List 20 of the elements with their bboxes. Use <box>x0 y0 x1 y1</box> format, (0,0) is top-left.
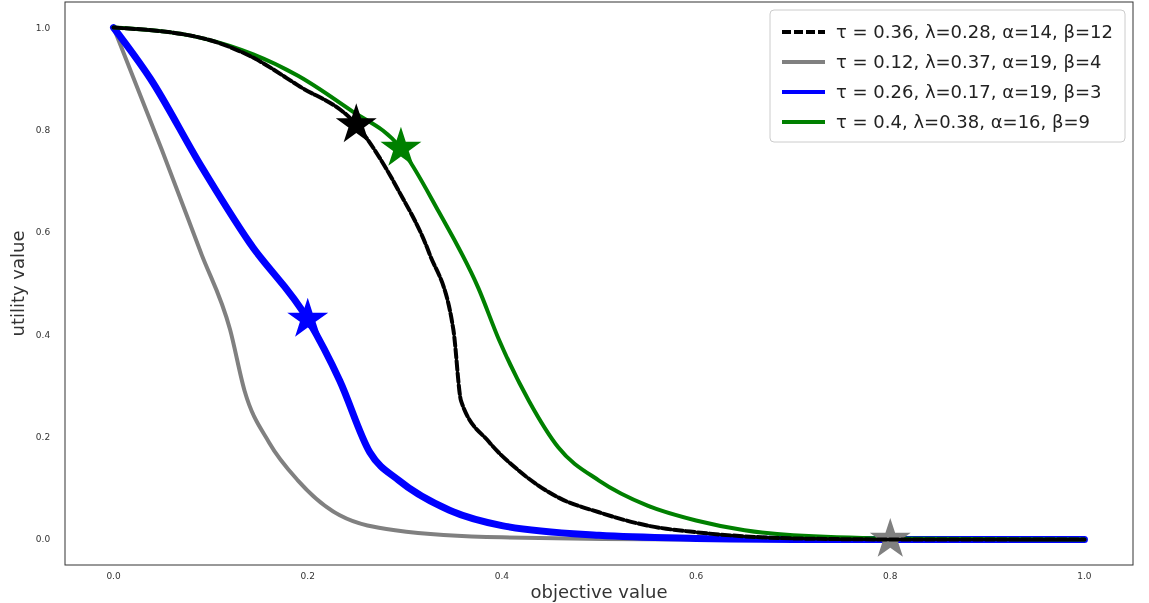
x-tick-label: 0.0 <box>106 571 121 581</box>
y-tick-label: 0.8 <box>35 124 51 135</box>
x-axis-title: objective value <box>530 581 668 602</box>
x-tick-label: 1.0 <box>1077 571 1092 581</box>
y-tick-label: 0.6 <box>35 227 51 238</box>
x-tick-label: 0.6 <box>688 571 704 581</box>
legend-label: τ = 0.36, λ=0.28, α=14, β=12 <box>836 21 1113 42</box>
legend-label: τ = 0.12, λ=0.37, α=19, β=4 <box>836 51 1102 72</box>
x-tick-label: 0.4 <box>494 571 510 581</box>
y-tick-label: 0.0 <box>35 534 51 545</box>
legend-label: τ = 0.26, λ=0.17, α=19, β=3 <box>836 81 1102 102</box>
y-tick-label: 1.0 <box>35 22 51 33</box>
point <box>380 126 422 166</box>
y-tick-label: 0.4 <box>35 329 51 340</box>
point <box>287 297 329 337</box>
y-tick-label: 0.2 <box>35 432 51 443</box>
y-axis-title: utility value <box>7 230 28 337</box>
legend-label: τ = 0.4, λ=0.38, α=16, β=9 <box>836 111 1091 132</box>
x-tick-label: 0.2 <box>300 571 315 581</box>
x-tick-label: 0.8 <box>883 571 898 581</box>
